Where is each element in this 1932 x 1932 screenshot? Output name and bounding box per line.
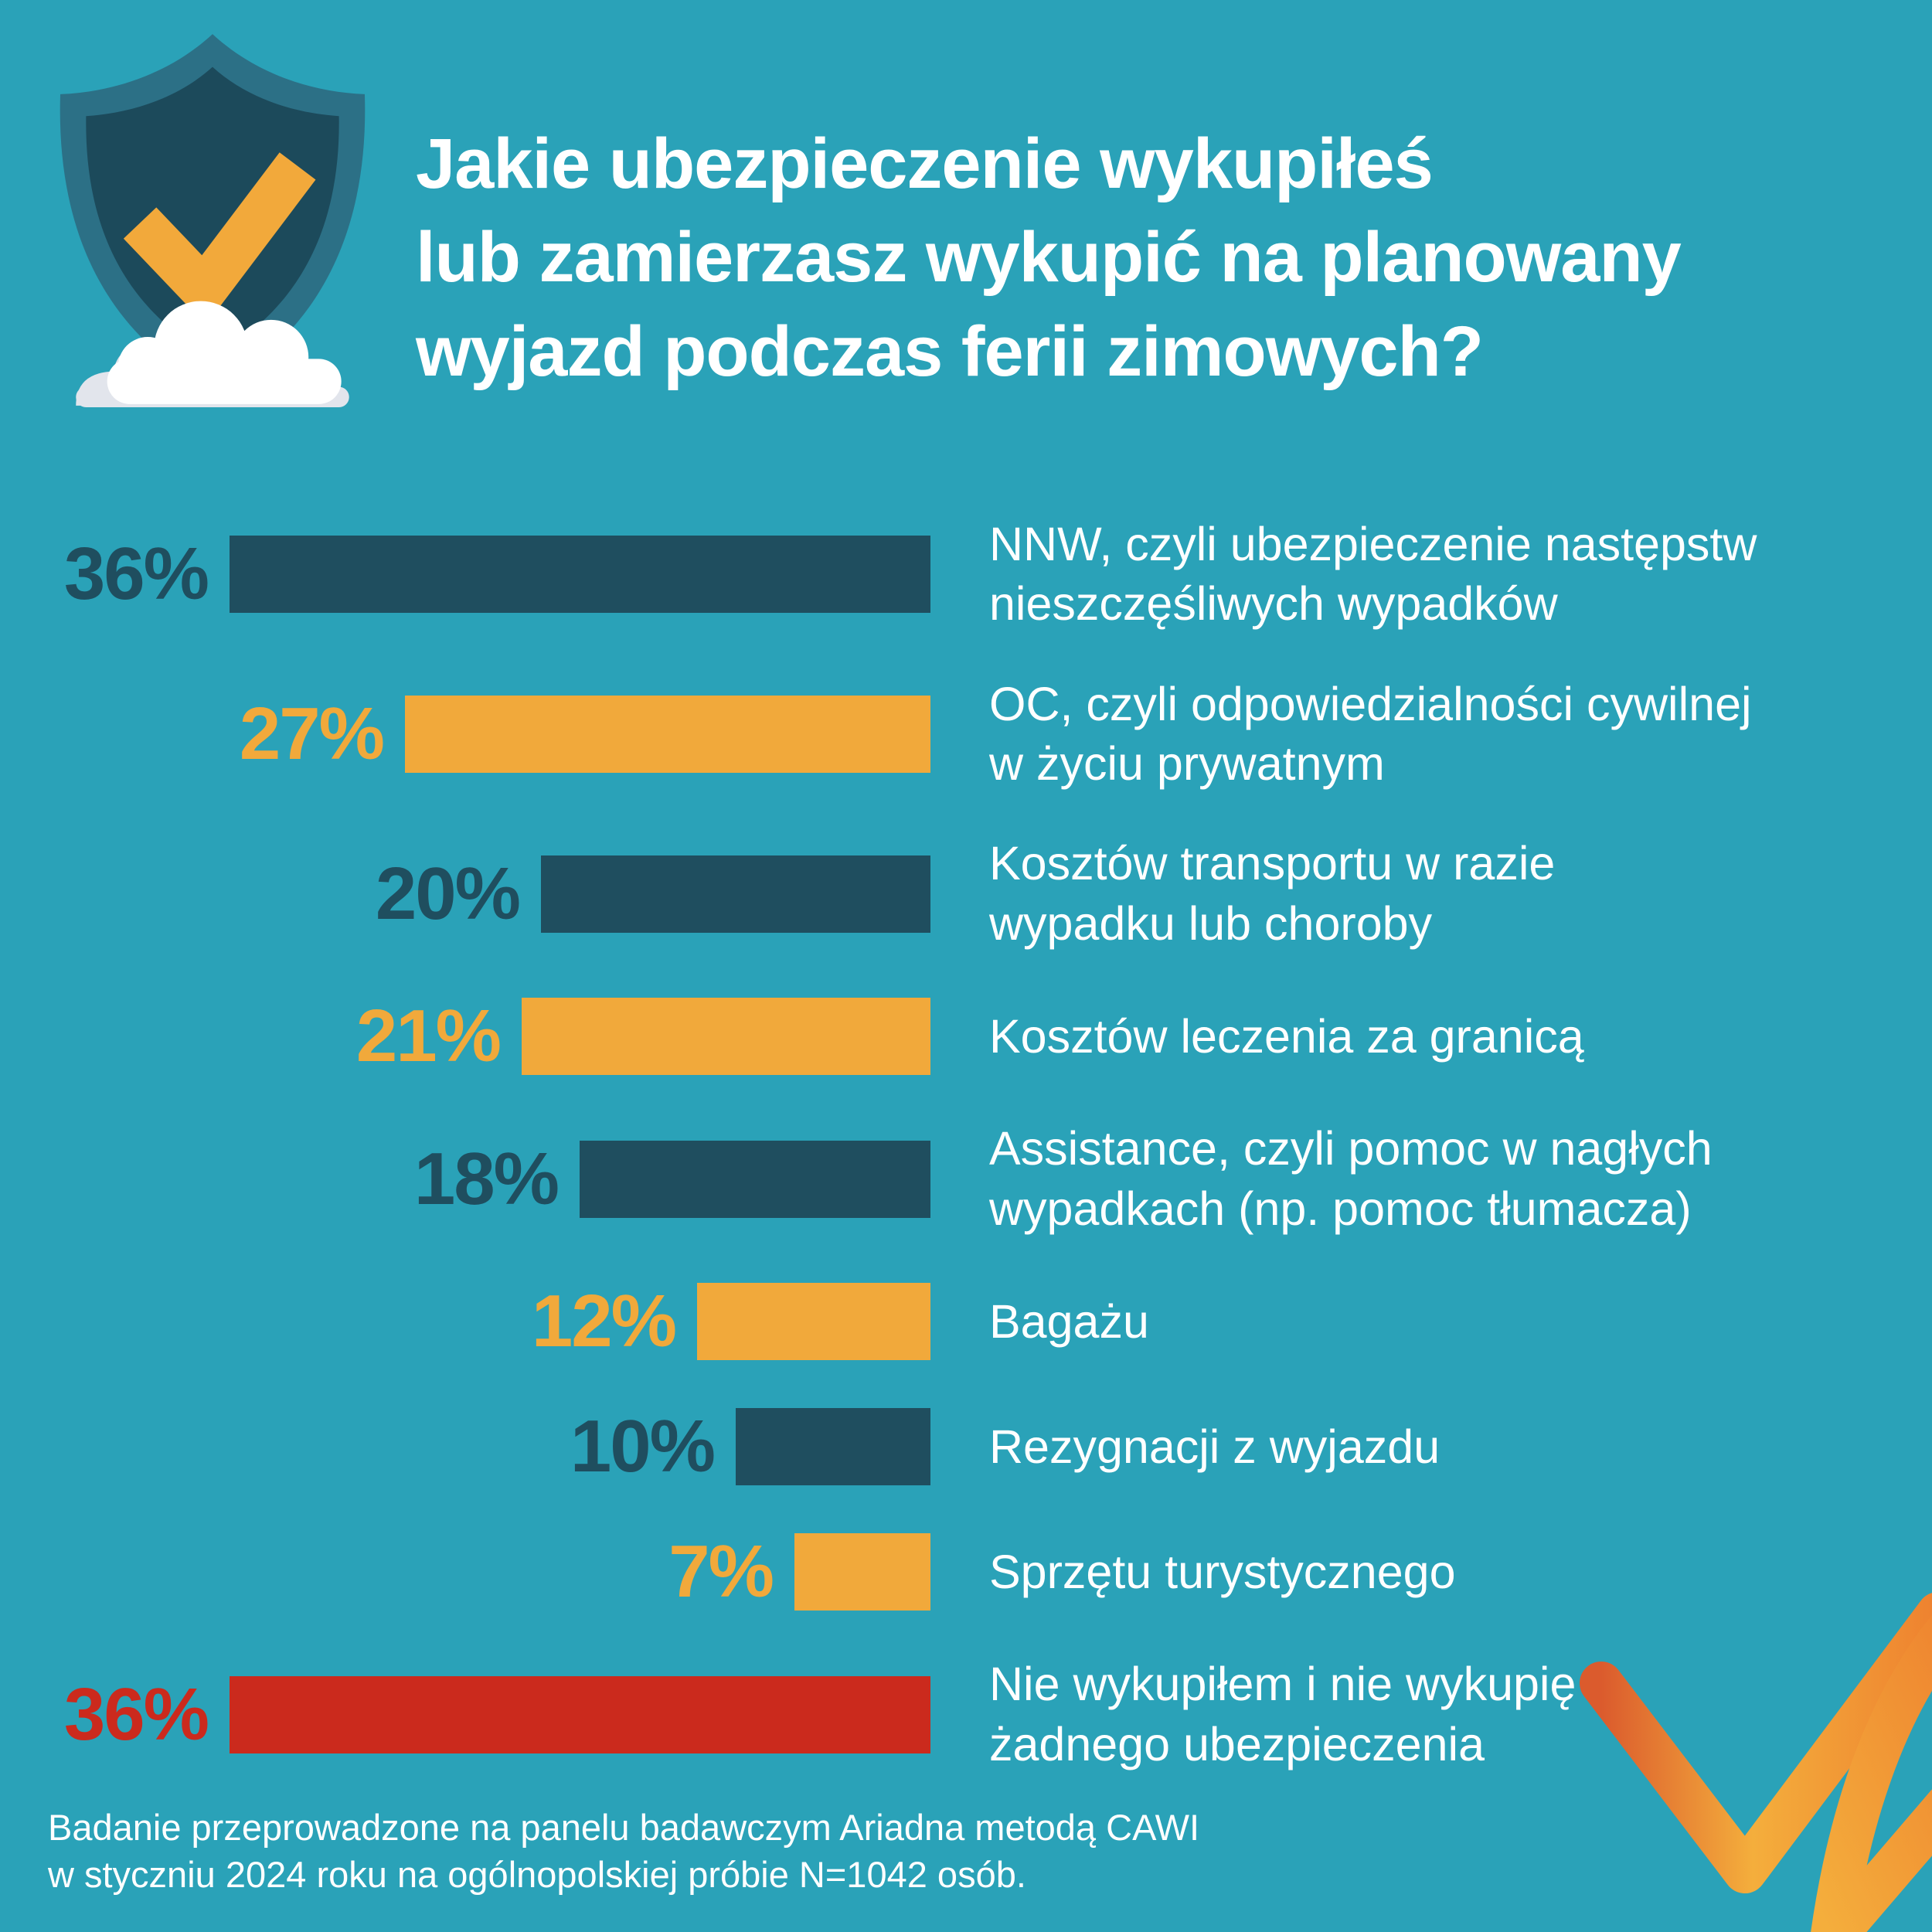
bar <box>580 1140 930 1218</box>
title-line: Jakie ubezpieczenie wykupiłeś <box>416 124 1434 203</box>
bar-row: 36% Nie wykupiłem i nie wykupię żadnego ub… <box>0 1655 1932 1774</box>
bar-category-label-line: w życiu prywatnym <box>989 736 1385 790</box>
bar-value-label: 36% <box>63 532 209 616</box>
bar <box>230 1675 930 1753</box>
bar-value-label: 7% <box>668 1530 774 1614</box>
title-line: lub zamierzasz wykupić na planowany <box>416 218 1682 298</box>
bar-category-label: Rezygnacji z wyjazdu <box>930 1417 1932 1477</box>
footnote-line: Badanie przeprowadzone na panelu badawcz… <box>48 1806 1200 1848</box>
bar <box>794 1533 930 1611</box>
bar-zone: 36% <box>0 532 930 617</box>
bar-row: 36% NNW, czyli ubezpieczenie następstw nie… <box>0 515 1932 634</box>
bar-row: 12% Bagażu <box>0 1279 1932 1364</box>
bar-zone: 7% <box>0 1529 930 1614</box>
bar-category-label: Assistance, czyli pomoc w nagłych wypadka… <box>930 1119 1932 1239</box>
bar-category-label-line: OC, czyli odpowiedzialności cywilnej <box>989 677 1752 730</box>
bar-category-label-line: nieszczęśliwych wypadków <box>989 577 1558 631</box>
bar-category-label: Kosztów leczenia za granicą <box>930 1007 1932 1066</box>
bar-category-label: OC, czyli odpowiedzialności cywilnej w ży… <box>930 675 1932 794</box>
bar-value-label: 12% <box>531 1280 677 1363</box>
bar-value-label: 36% <box>63 1672 209 1756</box>
bar <box>405 695 930 773</box>
bar-category-label-line: Bagażu <box>989 1294 1149 1348</box>
bar-zone: 21% <box>0 994 930 1079</box>
bar-value-label: 27% <box>239 692 385 775</box>
bar-zone: 20% <box>0 852 930 937</box>
bar-category-label-line: żadnego ubezpieczenia <box>989 1717 1485 1770</box>
bar-row: 18% Assistance, czyli pomoc w nagłych wypa… <box>0 1119 1932 1239</box>
bar-zone: 10% <box>0 1404 930 1489</box>
bar <box>522 998 930 1076</box>
page-title: Jakie ubezpieczenie wykupiłeś lub zamier… <box>394 70 1682 399</box>
bar-category-label-line: Kosztów transportu w razie <box>989 837 1556 890</box>
bar-category-label-line: Kosztów leczenia za granicą <box>989 1009 1584 1063</box>
bar-category-label: NNW, czyli ubezpieczenie następstw nieszc… <box>930 515 1932 634</box>
bar-category-label-line: Sprzętu turystycznego <box>989 1545 1456 1598</box>
title-line: wyjazd podczas ferii zimowych? <box>416 311 1484 391</box>
shield-check-cloud-svg <box>60 34 366 407</box>
bar-category-label-line: wypadkach (np. pomoc tłumacza) <box>989 1182 1692 1235</box>
bar-category-label-line: NNW, czyli ubezpieczenie następstw <box>989 517 1757 570</box>
logo-front-check-stroke <box>1580 1593 1932 1893</box>
footnote-line: w styczniu 2024 roku na ogólnopolskiej p… <box>48 1853 1026 1895</box>
bar-zone: 18% <box>0 1137 930 1222</box>
bar-category-label: Bagażu <box>930 1292 1932 1352</box>
bar-row: 7% Sprzętu turystycznego <box>0 1529 1932 1614</box>
ariadna-ribbon-check-logo <box>1580 1593 1932 1932</box>
bar <box>230 536 930 614</box>
footnote: Badanie przeprowadzone na panelu badawcz… <box>48 1804 1199 1898</box>
bar-zone: 36% <box>0 1672 930 1757</box>
bar-row: 10% Rezygnacji z wyjazdu <box>0 1404 1932 1489</box>
logo-back-ribbon-stroke <box>1811 1615 1932 1932</box>
shield-inner <box>86 66 339 358</box>
bar-category-label-line: Assistance, czyli pomoc w nagłych <box>989 1122 1713 1175</box>
bar-category-label: Kosztów transportu w razie wypadku lub ch… <box>930 834 1932 954</box>
bar <box>736 1408 930 1486</box>
bar <box>697 1283 930 1361</box>
bar-category-label-line: wypadku lub choroby <box>989 896 1433 950</box>
bar-value-label: 21% <box>355 995 502 1078</box>
bar-category-label-line: Nie wykupiłem i nie wykupię <box>989 1658 1577 1711</box>
shield-check-cloud-icon <box>31 22 394 416</box>
bar-category-label: Nie wykupiłem i nie wykupię żadnego ubezp… <box>930 1655 1932 1774</box>
bar-chart: 36% NNW, czyli ubezpieczenie następstw nie… <box>0 515 1932 1775</box>
bar <box>541 855 930 933</box>
bar-zone: 12% <box>0 1279 930 1364</box>
bar-row: 21% Kosztów leczenia za granicą <box>0 994 1932 1079</box>
bar-row: 20% Kosztów transportu w razie wypadku lub… <box>0 834 1932 954</box>
check-icon <box>123 152 316 325</box>
bar-value-label: 10% <box>570 1405 716 1488</box>
bar-zone: 27% <box>0 692 930 777</box>
cloud-body <box>107 359 342 404</box>
bar-value-label: 20% <box>375 852 521 935</box>
bar-category-label-line: Rezygnacji z wyjazdu <box>989 1420 1440 1473</box>
bar-row: 27% OC, czyli odpowiedzialności cywilnej w… <box>0 675 1932 794</box>
header: Jakie ubezpieczenie wykupiłeś lub zamier… <box>0 0 1932 447</box>
bar-category-label: Sprzętu turystycznego <box>930 1543 1932 1602</box>
bar-value-label: 18% <box>413 1137 560 1220</box>
